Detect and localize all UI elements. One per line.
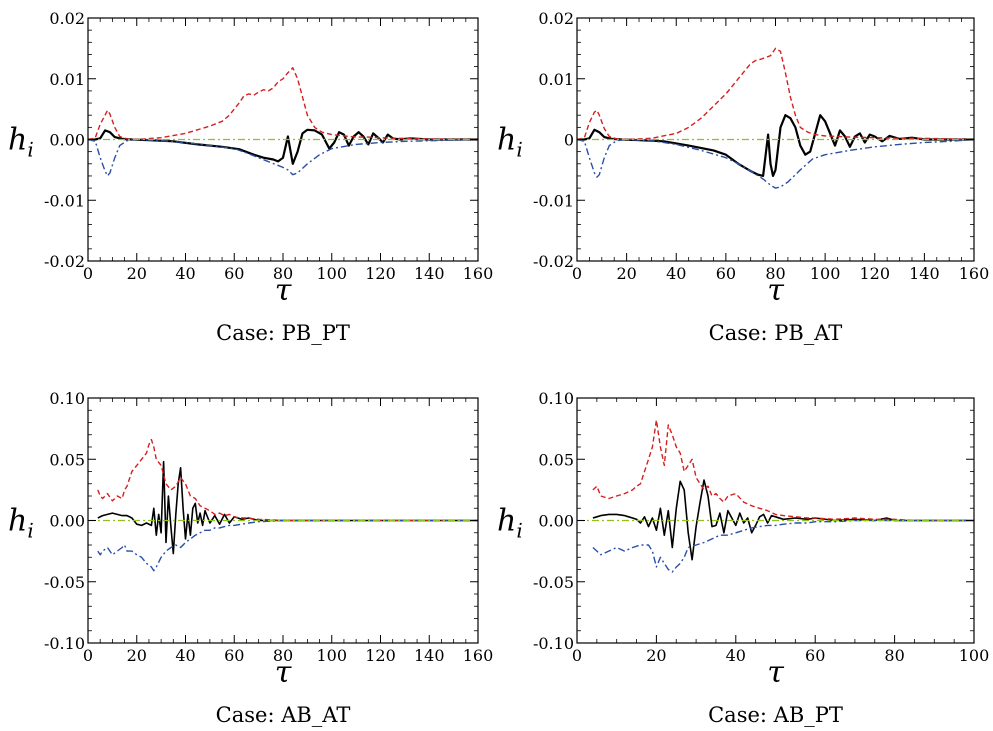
- series-line-2: [97, 519, 478, 572]
- panel-caption: Case: PB_AT: [709, 321, 843, 345]
- y-tick-label: 0.00: [538, 512, 574, 531]
- y-tick-label: -0.02: [44, 252, 85, 271]
- y-tick-label: 0.05: [49, 450, 85, 469]
- panel-1: 0 20 40 60 80 100 120 140 160 -0.02 -0.01 0 0.01 0.02…: [497, 9, 989, 345]
- series-line-2: [87, 138, 479, 177]
- x-tick-label: 80: [273, 264, 293, 283]
- panel-caption: Case: AB_AT: [216, 703, 351, 727]
- x-tick-label: 140: [909, 264, 940, 283]
- x-tick-label: 40: [175, 264, 195, 283]
- series-line-0: [88, 128, 478, 165]
- series-line-2: [576, 138, 975, 189]
- y-tick-label: 0.05: [538, 450, 574, 469]
- x-tick-label: 80: [765, 264, 785, 283]
- panel-2: 0 20 40 60 80 100 120 140 160 -0.10 -0.05 0.00 0.05 0…: [8, 389, 493, 727]
- x-tick-label: 100: [959, 646, 990, 665]
- x-tick-label: 160: [463, 264, 494, 283]
- series-line-1: [576, 47, 975, 141]
- x-tick-label: 80: [273, 646, 293, 665]
- x-tick-label: 0: [83, 264, 93, 283]
- x-tick-label: 120: [365, 264, 396, 283]
- x-tick-label: 20: [646, 646, 666, 665]
- panel-3: 0 20 40 60 80 100 -0.10 -0.05 0.00 0.05 0.10 hi τ Cas…: [497, 389, 989, 727]
- x-tick-label: 140: [414, 646, 445, 665]
- x-tick-label: 100: [810, 264, 841, 283]
- x-tick-label: 60: [805, 646, 825, 665]
- series-line-1: [87, 67, 479, 141]
- y-tick-label: -0.01: [44, 191, 85, 210]
- x-axis-label: τ: [275, 655, 292, 690]
- x-tick-label: 140: [414, 264, 445, 283]
- x-axis-label: τ: [767, 655, 784, 690]
- x-tick-label: 60: [716, 264, 736, 283]
- x-tick-label: 20: [127, 646, 147, 665]
- x-tick-label: 100: [316, 264, 347, 283]
- y-axis-label: hi: [497, 504, 523, 543]
- x-tick-label: 0: [83, 646, 93, 665]
- x-axis-label: τ: [767, 273, 784, 308]
- x-tick-label: 100: [316, 646, 347, 665]
- y-tick-label: 0.10: [49, 389, 85, 408]
- panel-caption: Case: PB_PT: [216, 321, 350, 345]
- series-line-2: [592, 519, 974, 573]
- x-tick-label: 40: [175, 646, 195, 665]
- x-tick-label: 0: [572, 646, 582, 665]
- y-tick-label: 0.00: [49, 512, 85, 531]
- panel-caption: Case: AB_PT: [708, 703, 843, 727]
- x-tick-label: 120: [365, 646, 396, 665]
- y-tick-label: 0.02: [538, 9, 574, 28]
- x-tick-label: 20: [127, 264, 147, 283]
- series-line-0: [592, 479, 974, 561]
- y-tick-label: -0.10: [533, 634, 574, 653]
- x-tick-label: 80: [884, 646, 904, 665]
- y-tick-label: -0.05: [44, 573, 85, 592]
- panel-0: 0 20 40 60 80 100 120 140 160 -0.02 -0.01 0.00 0.01 0…: [8, 9, 493, 345]
- series-line-1: [592, 419, 974, 522]
- x-tick-label: 40: [666, 264, 686, 283]
- y-axis-label: hi: [497, 123, 523, 162]
- x-tick-label: 160: [463, 646, 494, 665]
- y-tick-label: -0.02: [533, 252, 574, 271]
- y-tick-label: -0.10: [44, 634, 85, 653]
- y-tick-label: 0.01: [49, 70, 85, 89]
- x-tick-label: 120: [859, 264, 890, 283]
- y-tick-label: -0.01: [533, 191, 574, 210]
- series-line-1: [97, 438, 478, 522]
- y-tick-label: -0.05: [533, 573, 574, 592]
- x-tick-label: 0: [572, 264, 582, 283]
- series-line-0: [577, 114, 974, 177]
- x-tick-label: 160: [959, 264, 990, 283]
- y-tick-label: 0.02: [49, 9, 85, 28]
- x-tick-label: 20: [616, 264, 636, 283]
- y-tick-label: 0.10: [538, 389, 574, 408]
- x-tick-label: 40: [726, 646, 746, 665]
- y-tick-label: 0: [564, 131, 574, 150]
- x-axis-label: τ: [275, 273, 292, 308]
- y-axis-label: hi: [8, 504, 34, 543]
- x-tick-label: 60: [224, 646, 244, 665]
- y-tick-label: 0.01: [538, 70, 574, 89]
- y-tick-label: 0.00: [49, 131, 85, 150]
- y-axis-label: hi: [8, 123, 34, 162]
- x-tick-label: 60: [224, 264, 244, 283]
- series-line-0: [97, 460, 478, 555]
